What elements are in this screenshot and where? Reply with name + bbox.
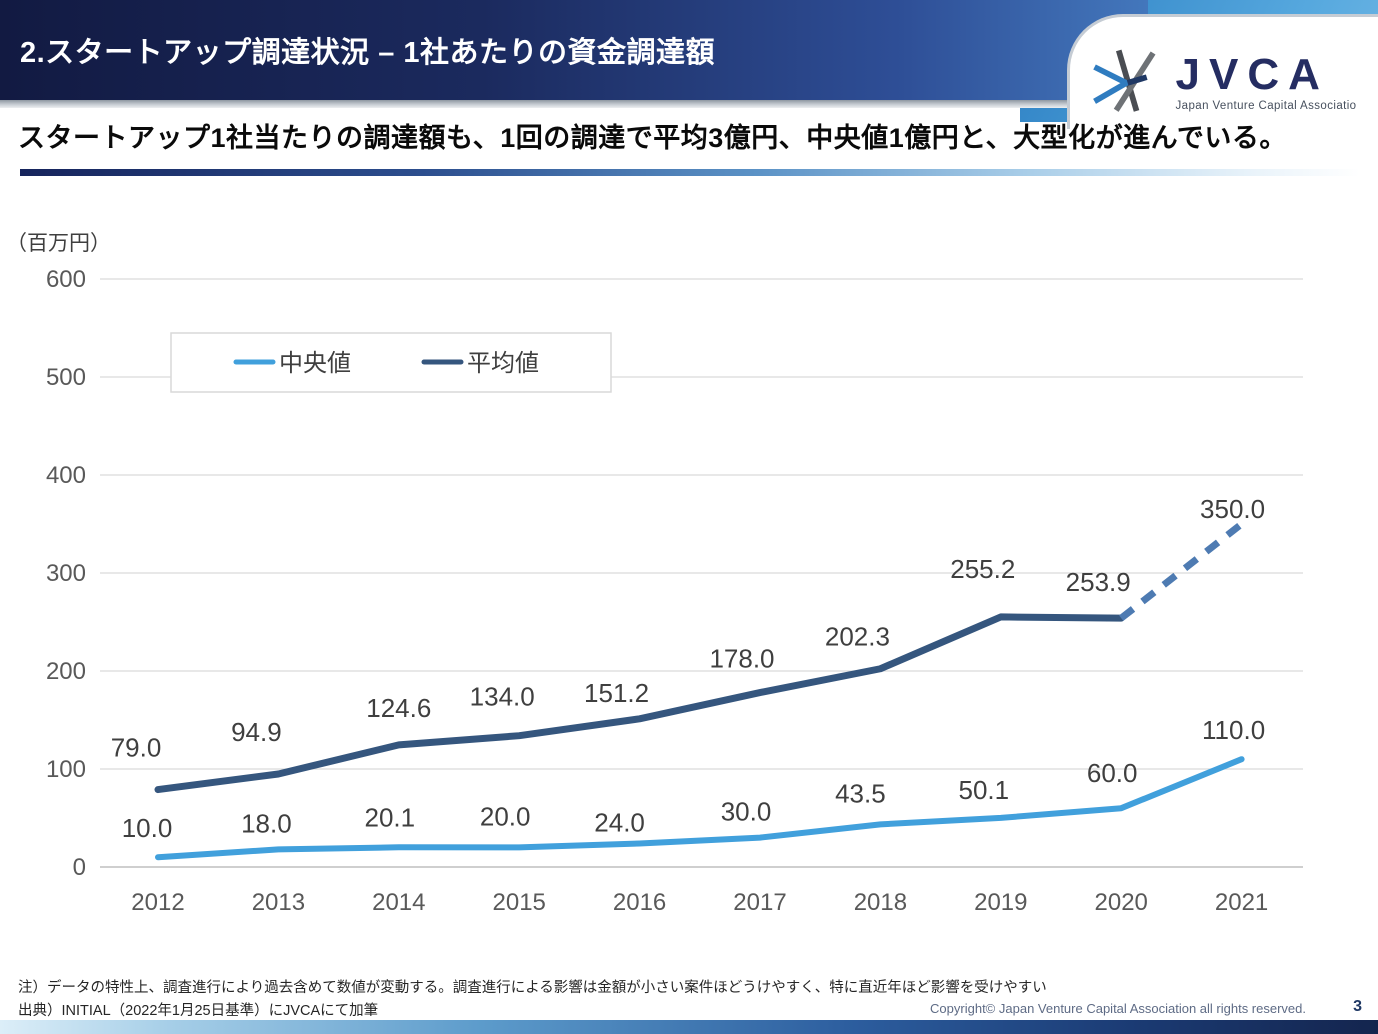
data-label: 178.0	[709, 644, 774, 674]
data-label: 18.0	[241, 808, 292, 838]
data-label: 253.9	[1066, 567, 1131, 597]
legend-label: 平均値	[467, 350, 539, 377]
x-tick-label: 2015	[493, 889, 546, 916]
data-label: 202.3	[825, 622, 890, 652]
data-label: 24.0	[594, 807, 645, 837]
x-tick-label: 2021	[1215, 889, 1268, 916]
x-tick-label: 2019	[974, 889, 1027, 916]
data-label: 110.0	[1202, 715, 1265, 745]
y-tick-label: 200	[46, 658, 86, 685]
funding-line-chart: （百万円） 0 100 200 300 400 500 600 2012 2013 2014 2015…	[0, 200, 1378, 960]
x-tick-label: 2013	[252, 889, 305, 916]
y-axis-unit-label: （百万円）	[6, 232, 111, 255]
series-line-average	[154, 613, 1125, 794]
bottom-gradient-bar	[0, 1020, 1378, 1034]
x-tick-label: 2017	[733, 889, 786, 916]
x-tick-label: 2016	[613, 889, 666, 916]
data-label: 79.0	[111, 733, 162, 763]
jvca-logo-mark-icon	[1092, 49, 1156, 112]
y-tick-label: 500	[46, 364, 86, 391]
data-label: 94.9	[231, 717, 282, 747]
x-tick-label: 2012	[131, 889, 184, 916]
y-tick-label: 100	[46, 756, 86, 783]
data-label: 151.2	[584, 678, 649, 708]
logo-text: JVCA	[1175, 49, 1329, 99]
x-tick-label: 2020	[1095, 889, 1148, 916]
footnote-1: 注）データの特性上、調査進行により過去含めて数値が変動する。調査進行による影響は…	[18, 980, 1047, 996]
header-band: 2.スタートアップ調達状況 – 1社あたりの資金調達額	[0, 0, 1148, 100]
data-label: 43.5	[835, 778, 886, 808]
series-dashed-segment	[1119, 521, 1244, 621]
data-label: 124.6	[366, 693, 431, 723]
data-label: 255.2	[950, 554, 1015, 584]
data-label: 134.0	[470, 682, 535, 712]
y-tick-label: 600	[46, 266, 86, 293]
x-tick-label: 2018	[854, 889, 907, 916]
headline-text: スタートアップ1社当たりの調達額も、1回の調達で平均3億円、中央値1億円と、大型…	[18, 123, 1287, 153]
y-tick-label: 0	[73, 854, 86, 881]
copyright-text: Copyright© Japan Venture Capital Associa…	[930, 1001, 1306, 1016]
y-tick-label: 300	[46, 560, 86, 587]
data-label: 10.0	[122, 813, 173, 843]
page-title: 2.スタートアップ調達状況 – 1社あたりの資金調達額	[20, 37, 716, 69]
data-label: 30.0	[721, 797, 772, 827]
series-line-median	[155, 756, 1245, 861]
headline-underline	[20, 169, 1360, 176]
header-divider	[0, 100, 1122, 108]
chart-canvas: （百万円） 0 100 200 300 400 500 600 2012 2013 2014 2015…	[6, 232, 1303, 916]
footnote-2: 出典）INITIAL（2022年1月25日基準）にJVCAにて加筆	[18, 1003, 379, 1019]
data-label: 60.0	[1087, 758, 1138, 788]
y-tick-label: 400	[46, 462, 86, 489]
data-label: 50.1	[958, 775, 1009, 805]
data-label: 350.0	[1200, 494, 1265, 524]
data-label: 20.0	[480, 801, 531, 831]
page-number: 3	[1353, 998, 1362, 1015]
logo-subtext: Japan Venture Capital Associatio	[1175, 99, 1357, 112]
jvca-logo: JVCA Japan Venture Capital Associatio	[1067, 14, 1378, 129]
data-label: 20.1	[364, 802, 415, 832]
x-tick-label: 2014	[372, 889, 425, 916]
legend-label: 中央値	[279, 350, 351, 377]
